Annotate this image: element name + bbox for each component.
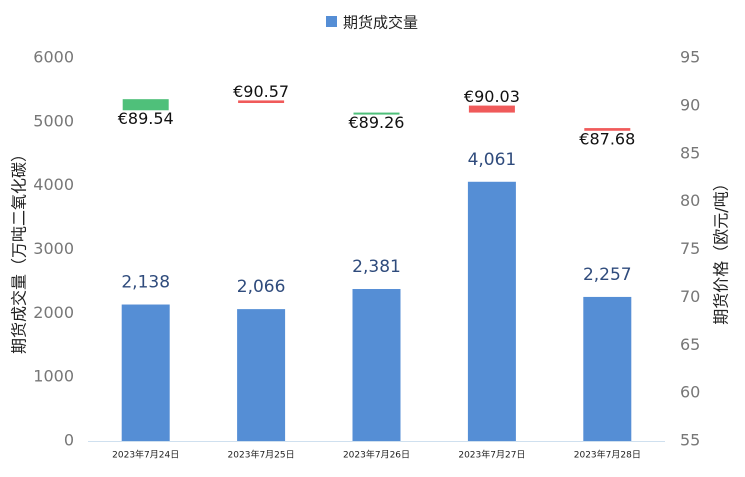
y2-tick-label: 90	[680, 95, 700, 114]
x-tick-label: 2023年7月26日	[343, 449, 410, 461]
y-tick-label: 2000	[33, 303, 74, 322]
y-tick-label: 0	[64, 431, 74, 450]
y-tick-label: 6000	[33, 48, 74, 67]
price-body	[353, 112, 400, 115]
bar-value-label: 4,061	[468, 150, 517, 170]
bar	[121, 304, 170, 441]
y2-tick-label: 60	[680, 383, 700, 402]
y2-tick-label: 55	[680, 431, 700, 450]
price-label: €89.54	[118, 109, 174, 128]
y-tick-label: 5000	[33, 111, 74, 130]
bar	[583, 296, 632, 441]
y-tick-label: 1000	[33, 367, 74, 386]
price-label: €90.57	[233, 82, 289, 101]
bar-value-label: 2,381	[352, 257, 401, 277]
legend-label: 期货成交量	[343, 14, 418, 32]
price-body	[468, 105, 515, 113]
price-body	[584, 128, 631, 131]
y2-tick-label: 95	[680, 48, 700, 67]
bar-value-label: 2,066	[237, 277, 286, 297]
y-tick-label: 3000	[33, 239, 74, 258]
price-body	[238, 100, 285, 104]
legend-swatch	[326, 16, 337, 27]
y2-tick-label: 75	[680, 239, 700, 258]
price-label: €90.03	[464, 87, 520, 106]
y2-tick-label: 80	[680, 191, 700, 210]
x-tick-label: 2023年7月24日	[112, 449, 179, 461]
y-tick-label: 4000	[33, 175, 74, 194]
bar-value-label: 2,257	[583, 265, 632, 285]
y2-tick-label: 65	[680, 335, 700, 354]
price-body	[122, 99, 169, 111]
x-tick-label: 2023年7月27日	[458, 449, 525, 461]
y2-tick-label: 70	[680, 287, 700, 306]
y2-axis-title: 期货价格（欧元/吨）	[712, 175, 731, 324]
bar-value-label: 2,138	[121, 273, 170, 293]
bar	[352, 289, 401, 441]
y2-tick-label: 85	[680, 143, 700, 162]
x-tick-label: 2023年7月25日	[228, 449, 295, 461]
price-label: €89.26	[349, 113, 405, 132]
bar	[237, 309, 286, 441]
x-tick-label: 2023年7月28日	[574, 449, 641, 461]
y-axis-title: 期货成交量（万吨二氧化碳）	[10, 146, 29, 354]
bar	[467, 181, 516, 441]
price-label: €87.68	[579, 129, 635, 148]
